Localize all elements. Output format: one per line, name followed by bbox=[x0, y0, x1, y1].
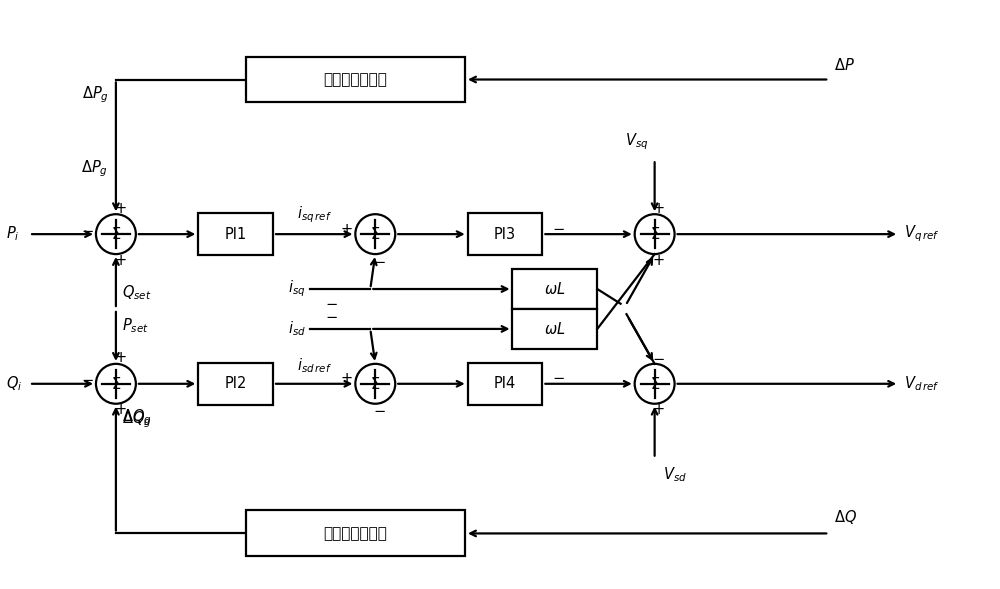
Text: $\omega L$: $\omega L$ bbox=[544, 321, 566, 337]
Text: $-$: $-$ bbox=[552, 369, 565, 384]
Text: $+$: $+$ bbox=[340, 221, 353, 237]
Bar bbox=[246, 511, 465, 557]
Text: $V_{sd}$: $V_{sd}$ bbox=[663, 465, 687, 484]
Text: $+$: $+$ bbox=[114, 201, 126, 216]
Text: $-$: $-$ bbox=[373, 253, 386, 267]
Text: $\Sigma$: $\Sigma$ bbox=[370, 226, 380, 242]
Text: $-$: $-$ bbox=[552, 220, 565, 234]
Bar bbox=[512, 269, 597, 309]
Bar bbox=[246, 57, 465, 102]
Text: $Q_{set}$: $Q_{set}$ bbox=[122, 283, 151, 302]
Text: 附加阻尼控制器: 附加阻尼控制器 bbox=[323, 72, 387, 87]
Text: $\Sigma$: $\Sigma$ bbox=[650, 226, 660, 242]
Text: $\omega L$: $\omega L$ bbox=[544, 281, 566, 297]
Text: $\Sigma$: $\Sigma$ bbox=[111, 376, 121, 392]
Text: $V_{sq}$: $V_{sq}$ bbox=[625, 132, 649, 153]
Text: $+$: $+$ bbox=[114, 350, 126, 365]
Text: PI1: PI1 bbox=[224, 227, 247, 241]
Text: $\Delta Q_g$: $\Delta Q_g$ bbox=[122, 408, 152, 428]
Text: $+$: $+$ bbox=[114, 253, 126, 267]
Text: $\Delta P_g$: $\Delta P_g$ bbox=[82, 84, 109, 105]
Bar bbox=[512, 309, 597, 349]
Text: $P_{set}$: $P_{set}$ bbox=[122, 316, 149, 335]
Text: $P_i$: $P_i$ bbox=[6, 225, 20, 243]
Bar bbox=[468, 213, 542, 255]
Text: PI2: PI2 bbox=[224, 376, 247, 391]
Text: $i_{sq}$: $i_{sq}$ bbox=[288, 279, 305, 299]
Text: $Q_i$: $Q_i$ bbox=[6, 375, 22, 393]
Text: $i_{sq\,ref}$: $i_{sq\,ref}$ bbox=[297, 204, 332, 225]
Text: PI3: PI3 bbox=[494, 227, 516, 241]
Text: $+$: $+$ bbox=[652, 253, 665, 267]
Text: $-$: $-$ bbox=[81, 371, 93, 386]
Text: PI4: PI4 bbox=[494, 376, 516, 391]
Text: $\Delta P_g$: $\Delta P_g$ bbox=[81, 158, 108, 179]
Text: $i_{sd}$: $i_{sd}$ bbox=[288, 320, 305, 338]
Text: 附加阻尼控制器: 附加阻尼控制器 bbox=[323, 526, 387, 541]
Text: $\Sigma$: $\Sigma$ bbox=[370, 376, 380, 392]
Bar bbox=[468, 363, 542, 405]
Text: $\Sigma$: $\Sigma$ bbox=[111, 226, 121, 242]
Text: $-$: $-$ bbox=[652, 350, 665, 365]
Text: $V_{d\,ref}$: $V_{d\,ref}$ bbox=[904, 375, 940, 393]
Text: $\Delta Q$: $\Delta Q$ bbox=[834, 508, 857, 527]
Text: $\Sigma$: $\Sigma$ bbox=[650, 376, 660, 392]
Bar bbox=[198, 213, 273, 255]
Text: $\Delta Q_g$: $\Delta Q_g$ bbox=[122, 410, 152, 431]
Text: $+$: $+$ bbox=[652, 201, 665, 216]
Text: $+$: $+$ bbox=[652, 402, 665, 417]
Text: $+$: $+$ bbox=[114, 402, 126, 417]
Text: $+$: $+$ bbox=[340, 371, 353, 386]
Text: $\Delta P$: $\Delta P$ bbox=[834, 57, 855, 72]
Text: $-$: $-$ bbox=[325, 295, 338, 310]
Text: $V_{q\,ref}$: $V_{q\,ref}$ bbox=[904, 224, 940, 244]
Text: $i_{sd\,ref}$: $i_{sd\,ref}$ bbox=[297, 356, 332, 375]
Text: $-$: $-$ bbox=[81, 221, 93, 237]
Bar bbox=[198, 363, 273, 405]
Text: $-$: $-$ bbox=[373, 402, 386, 417]
Text: $-$: $-$ bbox=[325, 308, 338, 323]
